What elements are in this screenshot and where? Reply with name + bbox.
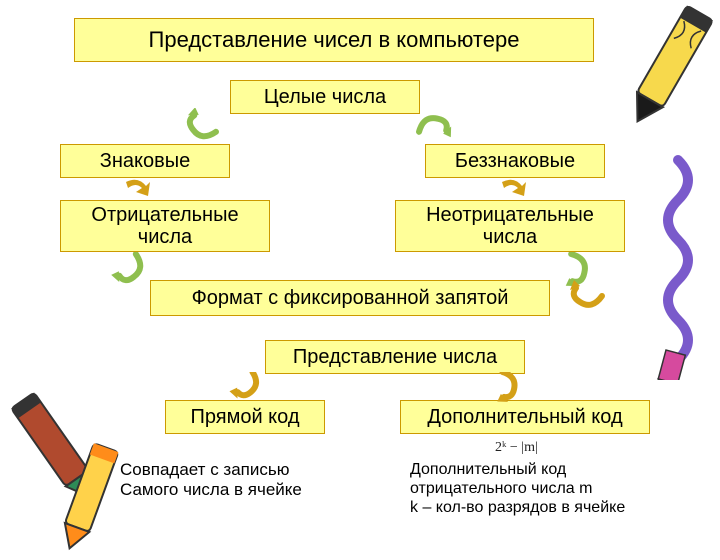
arrow-icon [175, 108, 225, 144]
compl-note-text: Дополнительный код отрицательного числа … [410, 460, 625, 518]
title-box: Представление чисел в компьютере [74, 18, 594, 62]
arrow-icon [560, 278, 610, 314]
title-text: Представление чисел в компьютере [149, 27, 520, 53]
arrow-icon [225, 372, 269, 402]
compl-code-box: Дополнительный код [400, 400, 650, 434]
formula-text: 2ᵏ − |m| [495, 440, 538, 456]
direct-code-box: Прямой код [165, 400, 325, 434]
arrow-icon [494, 176, 534, 204]
nonneg-box: Неотрицательные числа [395, 200, 625, 252]
integers-text: Целые числа [264, 86, 386, 109]
integers-box: Целые числа [230, 80, 420, 114]
fixed-format-text: Формат с фиксированной запятой [192, 287, 509, 310]
unsigned-text: Беззнаковые [455, 150, 575, 173]
crayon-icon [20, 430, 160, 560]
repr-box: Представление числа [265, 340, 525, 374]
fixed-format-box: Формат с фиксированной запятой [150, 280, 550, 316]
arrow-icon [410, 108, 460, 144]
signed-text: Знаковые [100, 150, 190, 173]
direct-code-text: Прямой код [190, 406, 299, 429]
nonneg-text: Неотрицательные числа [426, 204, 594, 248]
repr-text: Представление числа [293, 346, 497, 369]
compl-code-text: Дополнительный код [427, 406, 622, 429]
arrow-icon [486, 372, 530, 402]
crayon-squiggle-icon [648, 150, 720, 380]
negative-box: Отрицательные числа [60, 200, 270, 252]
unsigned-box: Беззнаковые [425, 144, 605, 178]
negative-text: Отрицательные числа [91, 204, 238, 248]
arrow-icon [105, 252, 155, 288]
signed-box: Знаковые [60, 144, 230, 178]
arrow-icon [118, 176, 158, 204]
crayon-icon [600, 0, 720, 140]
